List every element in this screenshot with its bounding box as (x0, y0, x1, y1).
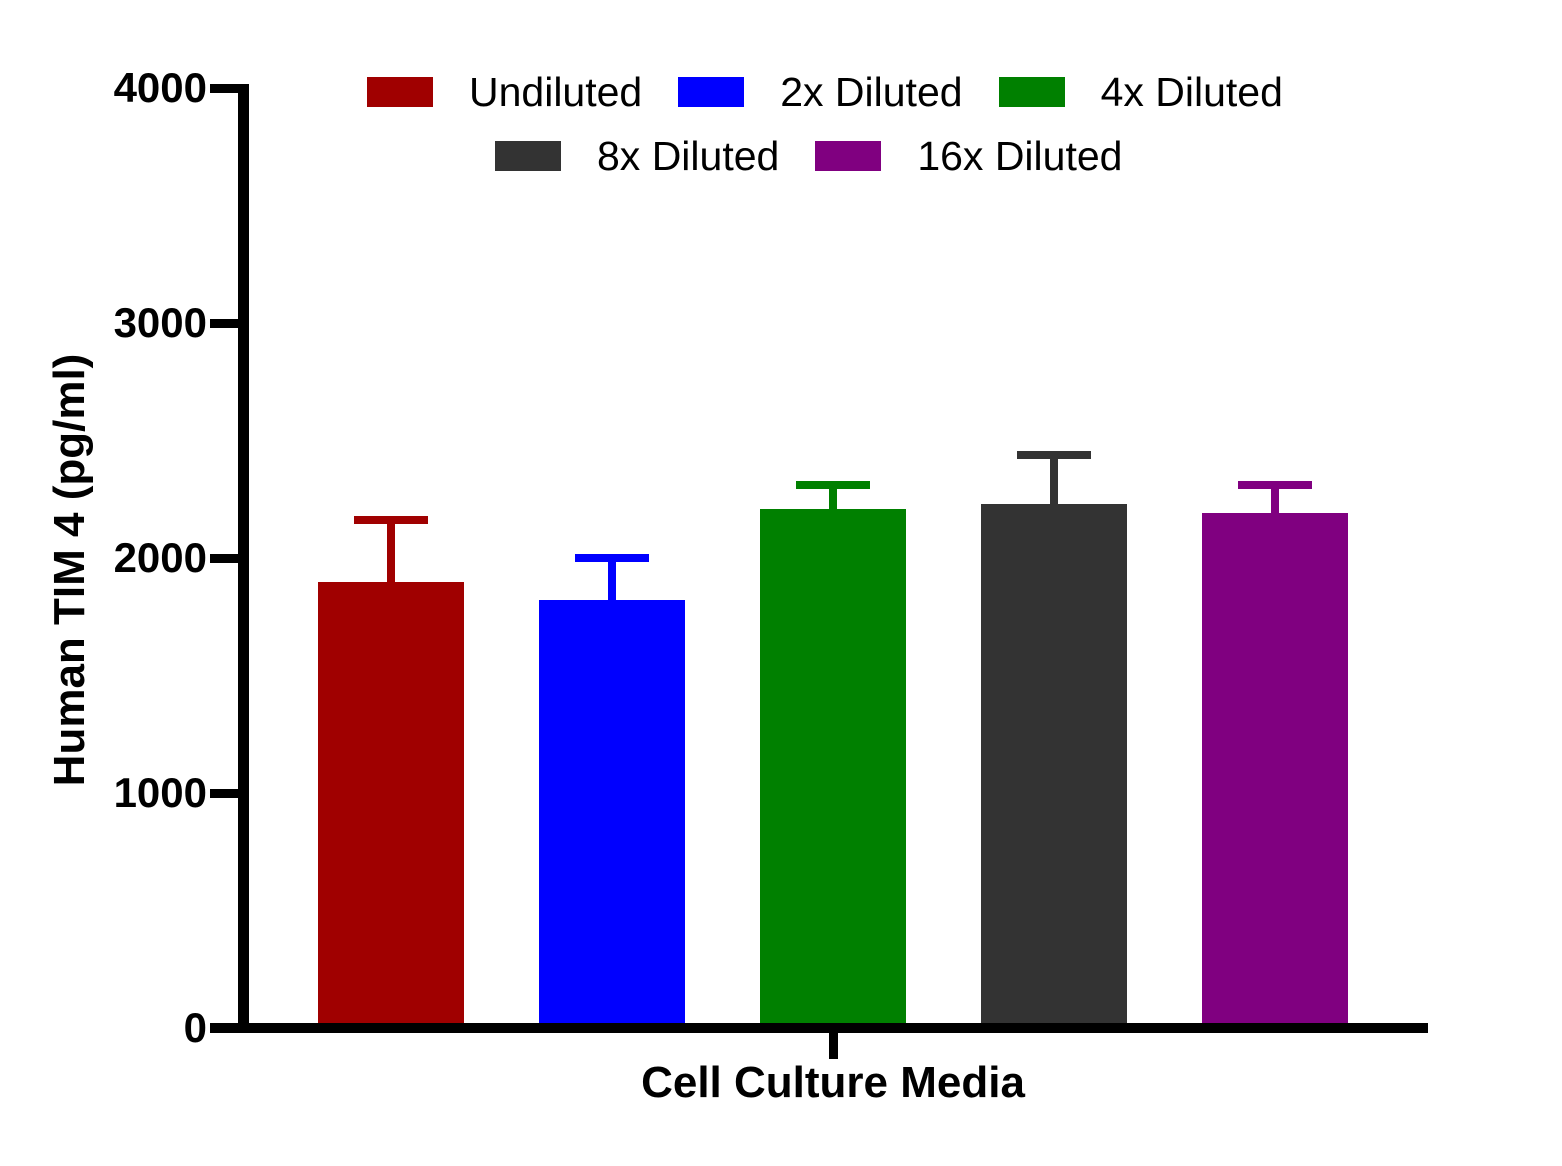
bar-8x-diluted (981, 503, 1127, 1028)
legend-item-4x-diluted: 4x Diluted (998, 69, 1283, 115)
y-tick-label-3000: 3000 (113, 299, 207, 346)
legend-item-16x-diluted: 16x Diluted (815, 133, 1123, 179)
y-tick-label-0: 0 (183, 1004, 207, 1051)
legend-label-undiluted: Undiluted (469, 69, 643, 115)
x-axis-tick (829, 1033, 838, 1059)
error-bar-stem-undiluted (387, 520, 395, 602)
error-bar-stem-8x-diluted (1050, 454, 1058, 524)
legend-item-8x-diluted: 8x Diluted (495, 133, 780, 179)
legend-label-16x-diluted: 16x Diluted (917, 133, 1123, 179)
bar-undiluted (318, 581, 464, 1028)
error-bar-cap-8x-diluted (1017, 450, 1091, 459)
x-axis-title: Cell Culture Media (641, 1058, 1025, 1107)
legend-swatch-4x-diluted (998, 77, 1065, 107)
legend-swatch-2x-diluted (678, 77, 745, 107)
y-tick-3000 (210, 319, 238, 328)
legend-swatch-16x-diluted (815, 141, 882, 171)
x-axis-line (210, 1023, 1428, 1033)
legend-swatch-undiluted (367, 77, 433, 107)
bar-2x-diluted (539, 600, 685, 1028)
legend-item-undiluted: Undiluted (367, 69, 643, 115)
legend-swatch-8x-diluted (495, 141, 561, 171)
y-tick-label-1000: 1000 (113, 769, 207, 816)
y-tick-label-2000: 2000 (113, 534, 207, 581)
y-tick-label-4000: 4000 (113, 64, 207, 111)
error-bar-stem-16x-diluted (1271, 485, 1279, 534)
error-bar-cap-undiluted (354, 516, 428, 525)
legend-row-2: 8x Diluted 16x Diluted (495, 133, 1123, 179)
legend-row-1: Undiluted 2x Diluted 4x Diluted (367, 69, 1283, 115)
y-tick-2000 (210, 554, 238, 563)
y-axis-line (238, 84, 249, 1033)
bar-4x-diluted (760, 508, 906, 1028)
legend-label-2x-diluted: 2x Diluted (780, 69, 963, 115)
y-tick-4000 (210, 84, 238, 93)
legend-label-8x-diluted: 8x Diluted (597, 133, 780, 179)
error-bar-stem-2x-diluted (608, 558, 616, 621)
legend-item-2x-diluted: 2x Diluted (678, 69, 963, 115)
error-bar-cap-2x-diluted (575, 554, 649, 562)
error-bar-stem-4x-diluted (829, 485, 837, 529)
error-bar-cap-4x-diluted (796, 481, 870, 490)
bar-16x-diluted (1202, 513, 1348, 1028)
legend-label-4x-diluted: 4x Diluted (1100, 69, 1283, 115)
error-bar-cap-16x-diluted (1238, 481, 1312, 490)
y-tick-1000 (210, 789, 238, 798)
